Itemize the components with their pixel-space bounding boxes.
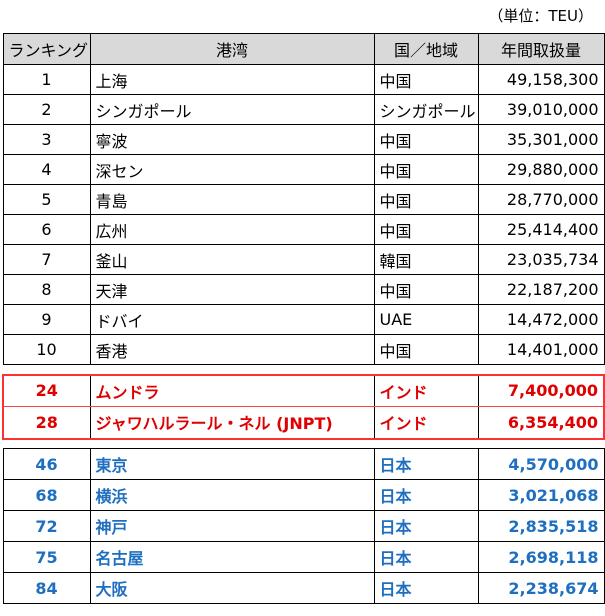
header-rank: ランキング: [2, 33, 91, 65]
separator-row: [3, 438, 604, 449]
rank-cell: 84: [2, 572, 91, 604]
table-row: 7 釜山 韓国 23,035,734: [2, 244, 605, 275]
table-row-japan: 68 横浜 日本 3,021,068: [2, 479, 605, 511]
rank-cell: 24: [2, 373, 91, 407]
rank-cell: 46: [2, 448, 91, 480]
port-cell: 青島: [89, 184, 375, 215]
port-cell: 広州: [89, 214, 375, 245]
port-ranking-table: ランキング 港湾 国／地域 年間取扱量 1 上海 中国 49,158,300 2…: [2, 33, 605, 604]
table-row-japan: 84 大阪 日本 2,238,674: [2, 572, 605, 604]
rank-cell: 9: [2, 304, 91, 335]
country-cell: 中国: [373, 124, 479, 155]
volume-cell: 7,400,000: [477, 373, 605, 407]
port-cell: 釜山: [89, 244, 375, 275]
table-row: 4 深セン 中国 29,880,000: [2, 154, 605, 185]
table-row: 3 寧波 中国 35,301,000: [2, 124, 605, 155]
volume-cell: 14,401,000: [477, 334, 605, 365]
table-row-india: 28 ジャワハルラール・ネル (JNPT) インド 6,354,400: [2, 406, 605, 440]
table-row: 5 青島 中国 28,770,000: [2, 184, 605, 215]
table-row-japan: 46 東京 日本 4,570,000: [2, 448, 605, 480]
separator-row: [3, 364, 604, 375]
volume-cell: 49,158,300: [477, 64, 605, 95]
rank-cell: 8: [2, 274, 91, 305]
port-cell: シンガポール: [89, 94, 375, 125]
table-row: 10 香港 中国 14,401,000: [2, 334, 605, 365]
table-row-india: 24 ムンドラ インド 7,400,000: [2, 373, 605, 407]
rank-cell: 6: [2, 214, 91, 245]
port-cell: 横浜: [89, 479, 375, 511]
country-cell: 中国: [373, 64, 479, 95]
country-cell: 中国: [373, 184, 479, 215]
table-row: 1 上海 中国 49,158,300: [2, 64, 605, 95]
volume-cell: 2,698,118: [477, 541, 605, 573]
volume-cell: 22,187,200: [477, 274, 605, 305]
volume-cell: 2,835,518: [477, 510, 605, 542]
rank-cell: 3: [2, 124, 91, 155]
volume-cell: 35,301,000: [477, 124, 605, 155]
volume-cell: 4,570,000: [477, 448, 605, 480]
port-cell: 東京: [89, 448, 375, 480]
port-cell: 深セン: [89, 154, 375, 185]
volume-cell: 2,238,674: [477, 572, 605, 604]
table-row: 9 ドバイ UAE 14,472,000: [2, 304, 605, 335]
port-cell: 名古屋: [89, 541, 375, 573]
country-cell: 中国: [373, 214, 479, 245]
volume-cell: 14,472,000: [477, 304, 605, 335]
rank-cell: 68: [2, 479, 91, 511]
header-port: 港湾: [89, 33, 375, 65]
volume-cell: 6,354,400: [477, 406, 605, 440]
port-cell: 上海: [89, 64, 375, 95]
port-cell: ジャワハルラール・ネル (JNPT): [89, 406, 375, 440]
rank-cell: 4: [2, 154, 91, 185]
rank-cell: 5: [2, 184, 91, 215]
port-cell: ムンドラ: [89, 373, 375, 407]
table-row-japan: 75 名古屋 日本 2,698,118: [2, 541, 605, 573]
country-cell: 中国: [373, 274, 479, 305]
rank-cell: 7: [2, 244, 91, 275]
header-volume: 年間取扱量: [477, 33, 605, 65]
header-country: 国／地域: [373, 33, 479, 65]
country-cell: 日本: [373, 541, 479, 573]
port-cell: 寧波: [89, 124, 375, 155]
country-cell: 日本: [373, 510, 479, 542]
port-cell: 大阪: [89, 572, 375, 604]
volume-cell: 39,010,000: [477, 94, 605, 125]
country-cell: 韓国: [373, 244, 479, 275]
unit-note: （単位：TEU）: [488, 7, 593, 25]
rank-cell: 10: [2, 334, 91, 365]
country-cell: インド: [373, 406, 479, 440]
country-cell: シンガポール: [373, 94, 479, 125]
port-cell: 天津: [89, 274, 375, 305]
country-cell: 日本: [373, 479, 479, 511]
country-cell: 中国: [373, 154, 479, 185]
volume-cell: 25,414,400: [477, 214, 605, 245]
volume-cell: 3,021,068: [477, 479, 605, 511]
country-cell: UAE: [373, 304, 479, 335]
rank-cell: 28: [2, 406, 91, 440]
country-cell: 日本: [373, 448, 479, 480]
rank-cell: 2: [2, 94, 91, 125]
port-cell: 神戸: [89, 510, 375, 542]
volume-cell: 23,035,734: [477, 244, 605, 275]
port-cell: 香港: [89, 334, 375, 365]
country-cell: 日本: [373, 572, 479, 604]
volume-cell: 28,770,000: [477, 184, 605, 215]
table-row-japan: 72 神戸 日本 2,835,518: [2, 510, 605, 542]
country-cell: インド: [373, 373, 479, 407]
table-row: 6 広州 中国 25,414,400: [2, 214, 605, 245]
separator-cell: [3, 438, 604, 449]
rank-cell: 1: [2, 64, 91, 95]
country-cell: 中国: [373, 334, 479, 365]
separator-cell: [3, 364, 604, 375]
rank-cell: 72: [2, 510, 91, 542]
volume-cell: 29,880,000: [477, 154, 605, 185]
table-row: 2 シンガポール シンガポール 39,010,000: [2, 94, 605, 125]
port-cell: ドバイ: [89, 304, 375, 335]
rank-cell: 75: [2, 541, 91, 573]
table-row: 8 天津 中国 22,187,200: [2, 274, 605, 305]
table-header-row: ランキング 港湾 国／地域 年間取扱量: [2, 33, 605, 65]
